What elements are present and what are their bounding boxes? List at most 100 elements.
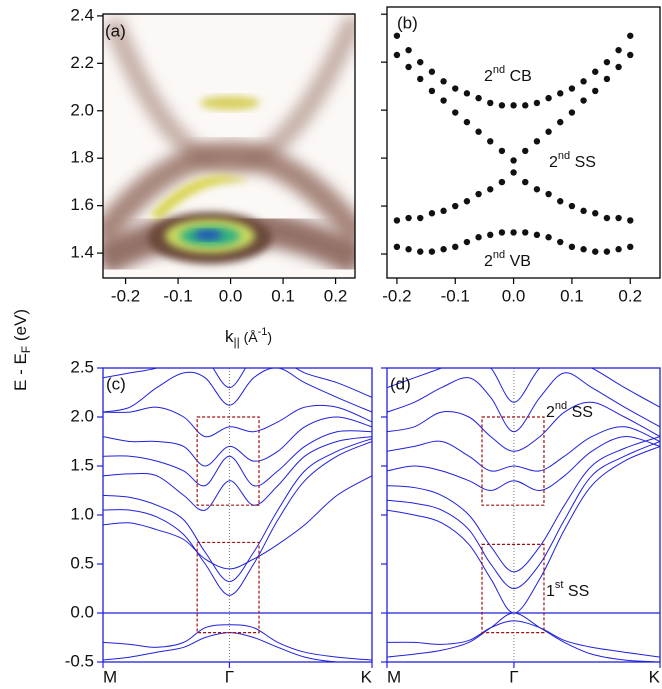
data-point [627, 217, 634, 224]
data-point [580, 97, 587, 104]
data-point [417, 248, 424, 255]
band-line [387, 372, 660, 433]
data-point [545, 234, 552, 241]
x-tick-label: M [387, 667, 401, 686]
annotation-rest: SS [563, 583, 589, 600]
x-label-unit: (Å [240, 329, 259, 345]
x-label-sub: || [234, 335, 240, 349]
x-tick-label: 0.1 [271, 286, 295, 305]
y-label-sub: F [19, 346, 33, 353]
y-label-unit: (eV) [11, 309, 30, 346]
annotation: 2nd CB [484, 64, 532, 85]
x-tick-label: M [103, 667, 117, 686]
data-point [615, 246, 622, 253]
annotation: 2nd SS [549, 150, 596, 171]
plot-area [103, 368, 372, 662]
data-point [475, 190, 482, 198]
annotation-sup: nd [493, 64, 505, 76]
data-point [405, 214, 412, 222]
data-point [627, 243, 634, 251]
data-point [522, 147, 529, 155]
annotation-base: 2 [484, 68, 493, 85]
annotation-rest: VB [505, 253, 531, 270]
data-point [510, 169, 517, 176]
y-label-main: E - E [11, 353, 30, 391]
data-point [452, 202, 459, 210]
annotation-base: 2 [546, 404, 555, 421]
plot-frame [386, 367, 661, 663]
data-point [592, 68, 599, 75]
data-point [405, 246, 412, 253]
data-point [545, 128, 552, 135]
band-line [387, 368, 660, 408]
y-tick-label: 1.4 [70, 243, 94, 262]
data-point [615, 63, 622, 71]
panel-label: (b) [397, 13, 418, 32]
annotation-sup: st [555, 579, 564, 591]
data-point [393, 51, 401, 59]
data-point [603, 58, 611, 66]
band-line [103, 438, 372, 583]
data-point [615, 46, 622, 54]
plot-frame [102, 367, 373, 663]
data-point [393, 32, 401, 39]
data-point [463, 90, 471, 97]
data-point [452, 85, 459, 92]
data-point [557, 238, 564, 246]
band-line [103, 624, 372, 661]
y-tick-label: 0.0 [70, 602, 94, 621]
data-point [487, 138, 494, 145]
data-point [393, 243, 401, 251]
data-point [522, 178, 529, 186]
band-line [387, 401, 660, 452]
x-tick-label: K [649, 667, 661, 686]
data-point [405, 46, 412, 54]
plot-area [393, 32, 634, 255]
x-label-end: ) [267, 329, 272, 345]
data-point [475, 128, 482, 135]
band-line [103, 416, 372, 467]
data-point [615, 214, 622, 222]
data-point [475, 94, 482, 102]
x-tick-label: -0.2 [111, 286, 140, 305]
band-line [387, 436, 660, 492]
highlight-box [196, 541, 260, 634]
annotation-sup: nd [558, 150, 570, 162]
data-point [603, 214, 611, 222]
data-point [440, 207, 447, 215]
y-tick-label: 2.4 [70, 5, 94, 24]
band-line [387, 445, 660, 614]
data-point [510, 157, 517, 164]
x-tick-label: -0.2 [382, 286, 411, 305]
band-line [387, 612, 660, 662]
panel-label: (a) [105, 21, 126, 40]
data-point [498, 229, 506, 236]
band-line [103, 475, 372, 570]
data-point [417, 214, 424, 222]
data-point [557, 198, 564, 205]
band-line [387, 441, 660, 590]
annotation-base: 2 [549, 154, 558, 171]
x-tick-label: 0.2 [618, 286, 642, 305]
x-tick-label: -0.1 [163, 286, 192, 305]
data-point [498, 147, 506, 155]
data-point [475, 234, 482, 241]
data-point [522, 229, 529, 236]
annotation: 1st SS [546, 579, 589, 600]
band-line [103, 404, 372, 438]
data-point [627, 32, 634, 39]
data-point [568, 109, 576, 116]
data-point [452, 109, 459, 116]
annotation: 2nd SS [546, 400, 593, 421]
band-line [387, 436, 660, 573]
highlight-box [481, 416, 545, 506]
band-line [103, 436, 372, 511]
band-line [103, 632, 372, 662]
data-point [428, 68, 436, 75]
data-point [452, 243, 459, 251]
data-point [580, 207, 587, 215]
data-point [533, 231, 541, 239]
annotation-rest: SS [570, 154, 596, 171]
x-tick-label: 0.0 [219, 286, 243, 305]
y-tick-label: 0.5 [70, 553, 94, 572]
